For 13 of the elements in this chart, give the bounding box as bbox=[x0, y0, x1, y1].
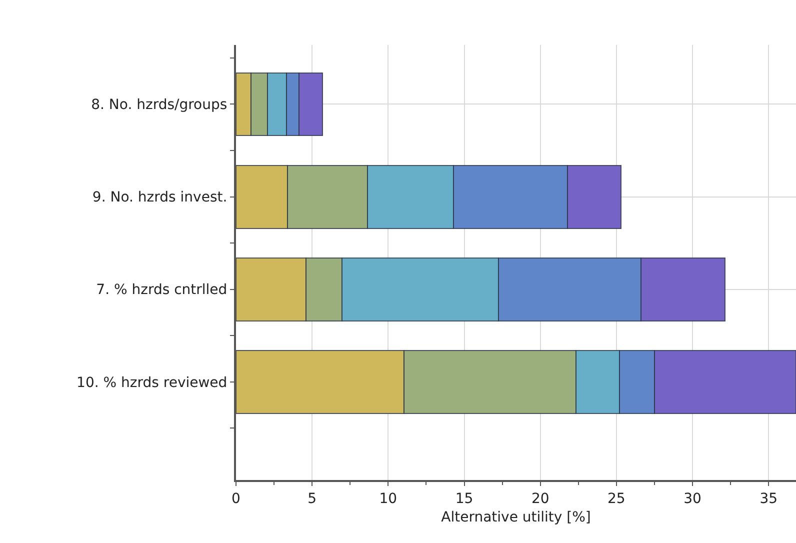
x-tick-label: 5 bbox=[308, 490, 317, 507]
y-tick-label: 8. No. hzrds/groups bbox=[91, 97, 228, 114]
x-tick-label: 10 bbox=[379, 490, 398, 507]
x-tick-label: 35 bbox=[760, 490, 778, 507]
y-tick-label: 9. No. hzrds invest. bbox=[92, 190, 228, 206]
x-tick-label: 15 bbox=[455, 490, 474, 507]
y-tick-label: 10. % hzrds reviewed bbox=[76, 374, 228, 391]
y-tick-label: 7. % hzrds cntrlled bbox=[96, 282, 228, 298]
x-tick-label: 30 bbox=[684, 490, 702, 507]
x-tick-label: 0 bbox=[232, 490, 240, 507]
x-tick-label: 25 bbox=[608, 490, 626, 507]
x-tick-label: 20 bbox=[531, 490, 550, 507]
x-axis-title: Alternative utility [%] bbox=[441, 510, 591, 526]
